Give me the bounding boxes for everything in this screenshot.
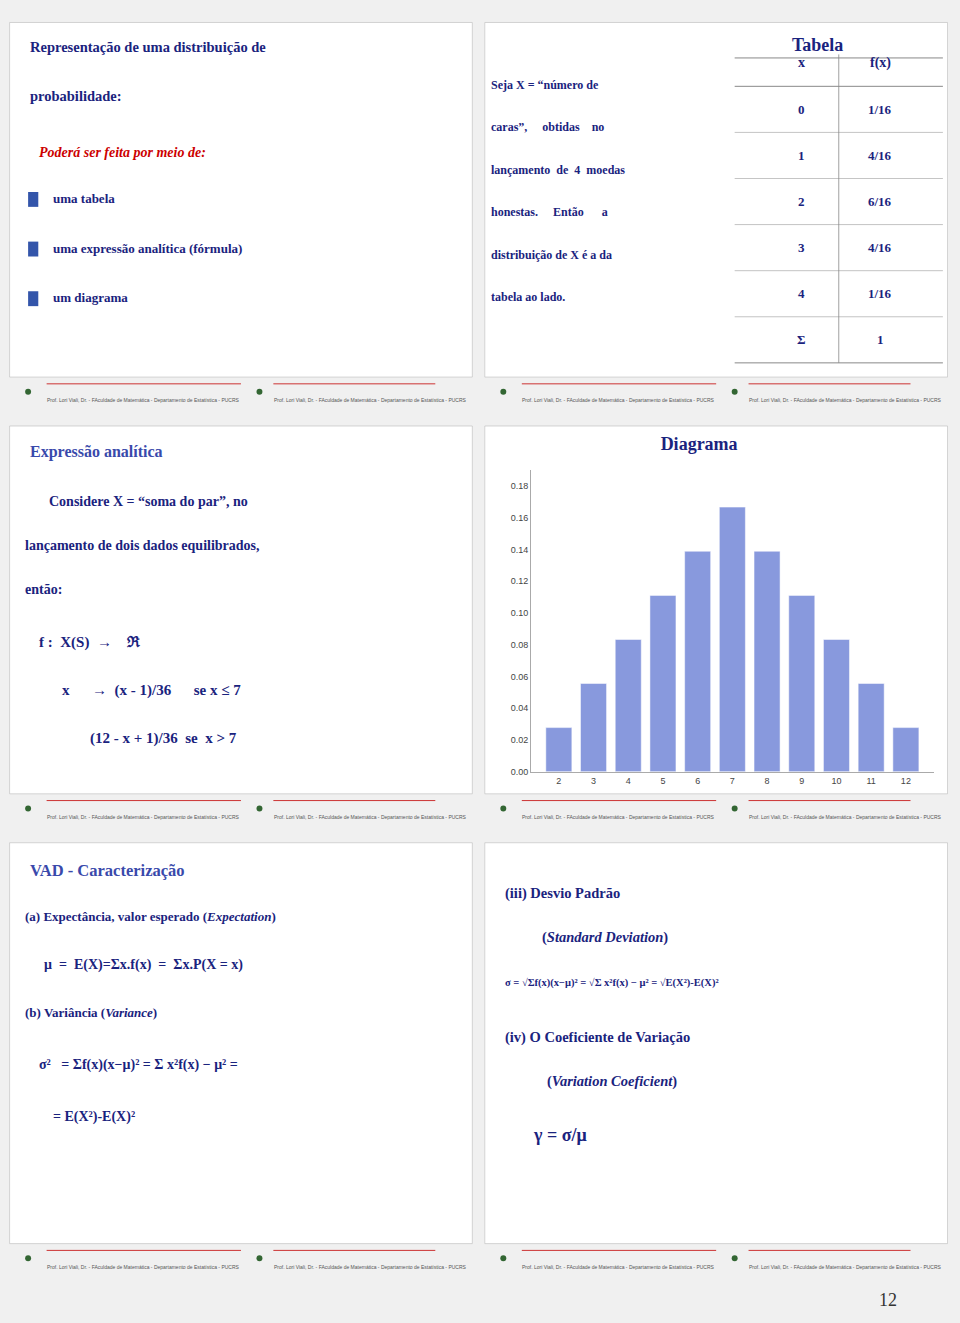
svg-text:Representação de uma distribui: Representação de uma distribuição de <box>30 39 266 55</box>
svg-text:1: 1 <box>798 148 805 163</box>
svg-text:12: 12 <box>879 1290 897 1310</box>
svg-text:7: 7 <box>730 776 735 786</box>
svg-text:(iii) Desvio Padrão: (iii) Desvio Padrão <box>505 885 620 902</box>
svg-text:Prof. Lori Viali, Dr. - FAculd: Prof. Lori Viali, Dr. - FAculdade de Mat… <box>522 1264 715 1270</box>
svg-text:= E(X²)-E(X)²: = E(X²)-E(X)² <box>53 1109 135 1125</box>
svg-text:5: 5 <box>660 776 665 786</box>
svg-text:6/16: 6/16 <box>868 194 892 209</box>
svg-text:σ = √Σf(x)(x−μ)² = √Σ x²f(x) −: σ = √Σf(x)(x−μ)² = √Σ x²f(x) − μ² = √E(X… <box>505 977 719 989</box>
svg-text:uma tabela: uma tabela <box>53 191 115 206</box>
svg-text:Considere X = “soma do par”, n: Considere X = “soma do par”, no <box>49 494 248 509</box>
svg-text:6: 6 <box>695 776 700 786</box>
svg-text:um diagrama: um diagrama <box>53 290 128 305</box>
svg-text:0.10: 0.10 <box>511 608 529 618</box>
svg-text:2: 2 <box>556 776 561 786</box>
svg-text:Prof. Lori Viali, Dr. - FAculd: Prof. Lori Viali, Dr. - FAculdade de Mat… <box>274 814 467 820</box>
svg-text:distribuição de X é a da: distribuição de X é a da <box>491 248 612 262</box>
svg-text:0.16: 0.16 <box>511 513 529 523</box>
svg-text:uma expressão analítica (fórmu: uma expressão analítica (fórmula) <box>53 241 242 256</box>
svg-text:Prof. Lori Viali, Dr. - FAculd: Prof. Lori Viali, Dr. - FAculdade de Mat… <box>47 814 240 820</box>
svg-text:4: 4 <box>798 286 805 301</box>
svg-text:4: 4 <box>626 776 631 786</box>
svg-text:Diagrama: Diagrama <box>661 434 738 454</box>
svg-text:x → (x - 1)/36 se x: x → (x - 1)/36 se x ≤ 7 <box>62 682 241 699</box>
svg-text:2: 2 <box>798 194 805 209</box>
svg-text:(Variation Coeficient): (Variation Coeficient) <box>547 1073 677 1090</box>
svg-text:honestas. Então a: honestas. Então a <box>491 205 608 219</box>
svg-text:Prof. Lori Viali, Dr. - FAculd: Prof. Lori Viali, Dr. - FAculdade de Mat… <box>47 1264 240 1270</box>
svg-text:Seja X = “número de: Seja X = “número de <box>491 78 599 92</box>
svg-text:Prof. Lori Viali, Dr. - FAculd: Prof. Lori Viali, Dr. - FAculdade de Mat… <box>522 397 715 403</box>
svg-text:4/16: 4/16 <box>868 240 892 255</box>
svg-text:f : X(S) → ℜ: f : X(S) → ℜ <box>39 634 141 651</box>
svg-text:lançamento de 4 moedas: lançamento de 4 moedas <box>491 163 625 177</box>
svg-text:0: 0 <box>798 102 805 117</box>
svg-text:(12 - x + 1)/36 se x > 7: (12 - x + 1)/36 se x > 7 <box>90 730 237 747</box>
svg-text:f(x): f(x) <box>870 55 891 71</box>
svg-text:(a) Expectância, valor esperad: (a) Expectância, valor esperado (Expecta… <box>25 909 276 924</box>
svg-text:caras”, obtidas no: caras”, obtidas no <box>491 120 604 134</box>
svg-text:tabela ao lado.: tabela ao lado. <box>491 290 565 304</box>
svg-text:12: 12 <box>901 776 911 786</box>
svg-text:3: 3 <box>798 240 805 255</box>
svg-text:Prof. Lori Viali, Dr. - FAculd: Prof. Lori Viali, Dr. - FAculdade de Mat… <box>274 397 467 403</box>
svg-text:probabilidade:: probabilidade: <box>30 88 122 104</box>
svg-text:0.14: 0.14 <box>511 545 529 555</box>
svg-text:1/16: 1/16 <box>868 102 892 117</box>
svg-text:3: 3 <box>591 776 596 786</box>
svg-text:Prof. Lori Viali, Dr. - FAculd: Prof. Lori Viali, Dr. - FAculdade de Mat… <box>47 397 240 403</box>
svg-text:x: x <box>798 55 805 70</box>
svg-text:Σ: Σ <box>797 332 806 347</box>
svg-text:Poderá ser feita por meio de:: Poderá ser feita por meio de: <box>39 145 206 160</box>
svg-text:Expressão analítica: Expressão analítica <box>30 443 163 461</box>
svg-text:0.00: 0.00 <box>511 767 529 777</box>
svg-text:(iv) O Coeficiente de Variação: (iv) O Coeficiente de Variação <box>505 1029 690 1046</box>
svg-text:0.18: 0.18 <box>511 481 529 491</box>
svg-text:Prof. Lori Viali, Dr. - FAculd: Prof. Lori Viali, Dr. - FAculdade de Mat… <box>274 1264 467 1270</box>
svg-text:0.04: 0.04 <box>511 703 529 713</box>
svg-text:0.06: 0.06 <box>511 672 529 682</box>
svg-text:1/16: 1/16 <box>868 286 892 301</box>
svg-text:μ = E(X)=Σx.f(x) = Σx.P(X: μ = E(X)=Σx.f(x) = Σx.P(X = x) <box>44 957 243 973</box>
svg-text:0.02: 0.02 <box>511 735 529 745</box>
svg-text:0.08: 0.08 <box>511 640 529 650</box>
svg-text:(b) Variância (Variance): (b) Variância (Variance) <box>25 1005 157 1020</box>
svg-text:lançamento de dois dados equil: lançamento de dois dados equilibrados, <box>25 538 260 553</box>
svg-text:VAD - Caracterização: VAD - Caracterização <box>30 861 185 880</box>
svg-text:γ = σ/μ: γ = σ/μ <box>533 1125 587 1145</box>
svg-text:0.12: 0.12 <box>511 576 529 586</box>
svg-text:Tabela: Tabela <box>792 35 843 55</box>
svg-text:Prof. Lori Viali, Dr. - FAculd: Prof. Lori Viali, Dr. - FAculdade de Mat… <box>749 397 942 403</box>
svg-text:σ² = Σf(x)(x−μ)² = Σ x²f(x): σ² = Σf(x)(x−μ)² = Σ x²f(x) − μ² = <box>39 1057 238 1073</box>
svg-text:11: 11 <box>867 776 876 786</box>
svg-text:10: 10 <box>831 776 841 786</box>
svg-text:então:: então: <box>25 582 62 597</box>
svg-text:4/16: 4/16 <box>868 148 892 163</box>
svg-text:9: 9 <box>799 776 804 786</box>
svg-text:Prof. Lori Viali, Dr. - FAculd: Prof. Lori Viali, Dr. - FAculdade de Mat… <box>749 814 942 820</box>
svg-text:8: 8 <box>765 776 770 786</box>
svg-text:1: 1 <box>877 332 884 347</box>
svg-text:(Standard Deviation): (Standard Deviation) <box>542 929 668 946</box>
svg-text:Prof. Lori Viali, Dr. - FAculd: Prof. Lori Viali, Dr. - FAculdade de Mat… <box>522 814 715 820</box>
svg-text:Prof. Lori Viali, Dr. - FAculd: Prof. Lori Viali, Dr. - FAculdade de Mat… <box>749 1264 942 1270</box>
